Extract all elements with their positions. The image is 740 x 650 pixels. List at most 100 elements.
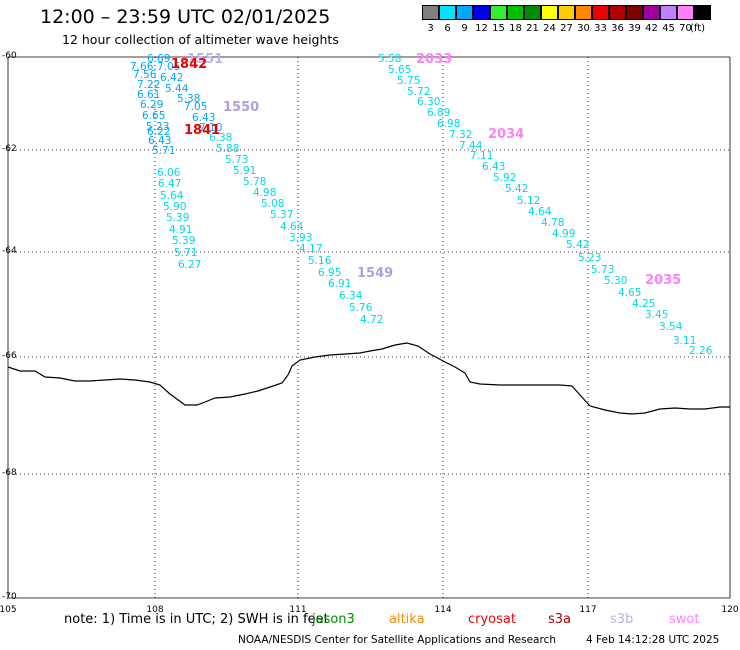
wave-height-value: 5.58 <box>378 53 401 65</box>
wave-height-value: 7.05 <box>184 101 207 113</box>
latitude-label: -68 <box>2 468 17 478</box>
longitude-label: 120 <box>721 605 739 615</box>
scale-label: 9 <box>461 23 468 34</box>
wave-height-value: 5.78 <box>243 176 266 188</box>
credit-line: NOAA/NESDIS Center for Satellite Applica… <box>238 634 556 646</box>
wave-height-value: 7.66 <box>130 61 154 73</box>
wave-height-value: 6.43 <box>482 161 505 173</box>
wave-height-value: 6.38 <box>209 132 232 144</box>
scale-label: 3 <box>427 23 434 34</box>
wave-height-value: 5.23 <box>578 252 601 264</box>
wave-height-value: 6.22 <box>147 126 170 138</box>
scale-label: 42 <box>645 23 658 34</box>
wave-height-value: 4.64 <box>280 221 304 233</box>
longitude-label: 114 <box>434 605 452 615</box>
wave-height-value: 4.65 <box>618 287 641 299</box>
wave-height-value: 5.72 <box>407 86 430 98</box>
wave-height-value: 5.65 <box>388 64 411 76</box>
scale-unit: (ft) <box>690 23 706 34</box>
wave-height-value: 6.91 <box>328 278 351 290</box>
pass-time-label: 1550 <box>223 100 259 115</box>
wave-height-value: 5.76 <box>349 302 373 314</box>
pass-time-label: 2034 <box>488 127 524 142</box>
latitude-label: -70 <box>2 592 17 602</box>
wave-height-value: 3.45 <box>645 309 668 321</box>
wave-height-value: 7.32 <box>449 129 472 141</box>
scale-swatch <box>575 5 592 20</box>
latitude-label: -66 <box>2 351 17 361</box>
wave-height-value: 5.88 <box>216 143 239 155</box>
wave-height-value: 5.37 <box>270 209 293 221</box>
latitude-label: -60 <box>2 51 17 61</box>
wave-height-value: 5.64 <box>160 190 184 202</box>
wave-height-value: 4.25 <box>632 298 655 310</box>
pass-time-label: 2033 <box>416 52 452 67</box>
wave-height-value: 4.99 <box>552 228 575 240</box>
wave-height-value: 4.72 <box>360 314 383 326</box>
scale-label: 30 <box>577 23 590 34</box>
satellite-jason3: jason3 <box>312 612 355 627</box>
wave-height-value: 5.71 <box>152 145 175 157</box>
wave-height-value: 6.89 <box>427 107 450 119</box>
wave-height-value: 6.06 <box>157 167 181 179</box>
scale-label: 36 <box>611 23 624 34</box>
wave-height-value: 3.54 <box>659 321 683 333</box>
wave-height-value: 6.43 <box>192 112 215 124</box>
wave-height-value: 4.78 <box>541 217 564 229</box>
longitude-label: 111 <box>289 605 307 615</box>
wave-height-value: 6.65 <box>142 110 165 122</box>
scale-swatch <box>592 5 609 20</box>
scale-label: 27 <box>560 23 573 34</box>
map-title: 12:00 – 23:59 UTC 02/01/2025 <box>40 6 331 28</box>
wave-height-value: 6.42 <box>160 72 183 84</box>
wave-height-value: 6.34 <box>339 290 363 302</box>
wave-height-value: 5.71 <box>174 247 197 259</box>
footnote: note: 1) Time is in UTC; 2) SWH is in fe… <box>64 612 329 627</box>
wave-height-value: 5.92 <box>493 172 516 184</box>
wave-height-value: 7.05 <box>157 61 180 73</box>
satellite-swot: swot <box>669 612 700 627</box>
scale-swatch <box>524 5 541 20</box>
wave-height-value: 5.39 <box>166 212 189 224</box>
longitude-label: 117 <box>579 605 597 615</box>
satellite-s3b: s3b <box>610 612 634 627</box>
satellite-s3a: s3a <box>548 612 572 627</box>
wave-height-value: 3.11 <box>673 335 696 347</box>
pass-time-label: 1549 <box>357 266 393 281</box>
altimeter-tracks: 6.697.66 7.057.56 6.427.22 5.446.61 5.386.29… <box>130 52 713 357</box>
wave-height-value: 5.44 <box>165 83 189 95</box>
wave-height-value: 4.98 <box>253 187 276 199</box>
satellite-cryosat: cryosat <box>468 612 516 627</box>
wave-height-value: 5.12 <box>517 195 540 207</box>
wave-height-value: 5.30 <box>604 275 627 287</box>
wave-height-value: 6.95 <box>318 267 341 279</box>
scale-swatch <box>541 5 558 20</box>
map-subtitle: 12 hour collection of altimeter wave hei… <box>62 32 339 47</box>
scale-swatch <box>422 5 439 20</box>
scale-swatch <box>456 5 473 20</box>
wave-height-value: 5.39 <box>172 235 195 247</box>
wave-height-value: 7.44 <box>459 140 483 152</box>
wave-height-value: 5.16 <box>308 255 332 267</box>
generation-timestamp: 4 Feb 14:12:28 UTC 2025 <box>586 634 720 646</box>
wave-height-value: 5.75 <box>397 75 420 87</box>
wave-height-value: 5.38 <box>177 93 200 105</box>
scale-swatch <box>677 5 694 20</box>
pass-time-label: 1842 <box>171 57 207 72</box>
wave-height-value: 5.08 <box>261 198 284 210</box>
wave-height-value: 7.22 <box>137 79 160 91</box>
scale-swatch <box>609 5 626 20</box>
wave-height-value: 5.42 <box>505 183 528 195</box>
scale-swatch <box>660 5 677 20</box>
wave-height-value: 6.61 <box>137 89 160 101</box>
wave-height-value: 2.26 <box>689 345 713 357</box>
scale-label: 24 <box>543 23 556 34</box>
lat-lon-grid <box>7 56 731 599</box>
wave-height-value: 5.73 <box>225 154 248 166</box>
scale-swatch <box>694 5 711 20</box>
wave-height-value: 4.17 <box>299 243 322 255</box>
wave-height-value: 4.64 <box>528 206 552 218</box>
scale-label: 6 <box>444 23 451 34</box>
scale-swatch <box>643 5 660 20</box>
scale-swatch <box>507 5 524 20</box>
